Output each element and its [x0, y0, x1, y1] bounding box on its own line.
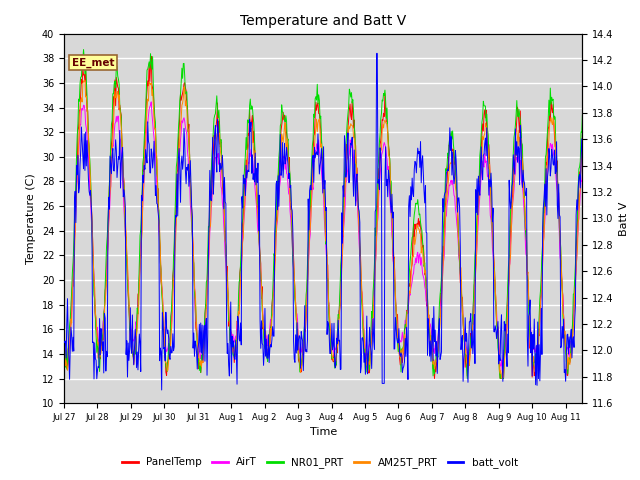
Y-axis label: Temperature (C): Temperature (C): [26, 173, 36, 264]
X-axis label: Time: Time: [310, 428, 337, 437]
Y-axis label: Batt V: Batt V: [620, 201, 629, 236]
Title: Temperature and Batt V: Temperature and Batt V: [240, 14, 406, 28]
Text: EE_met: EE_met: [72, 58, 115, 68]
Legend: PanelTemp, AirT, NR01_PRT, AM25T_PRT, batt_volt: PanelTemp, AirT, NR01_PRT, AM25T_PRT, ba…: [118, 453, 522, 472]
